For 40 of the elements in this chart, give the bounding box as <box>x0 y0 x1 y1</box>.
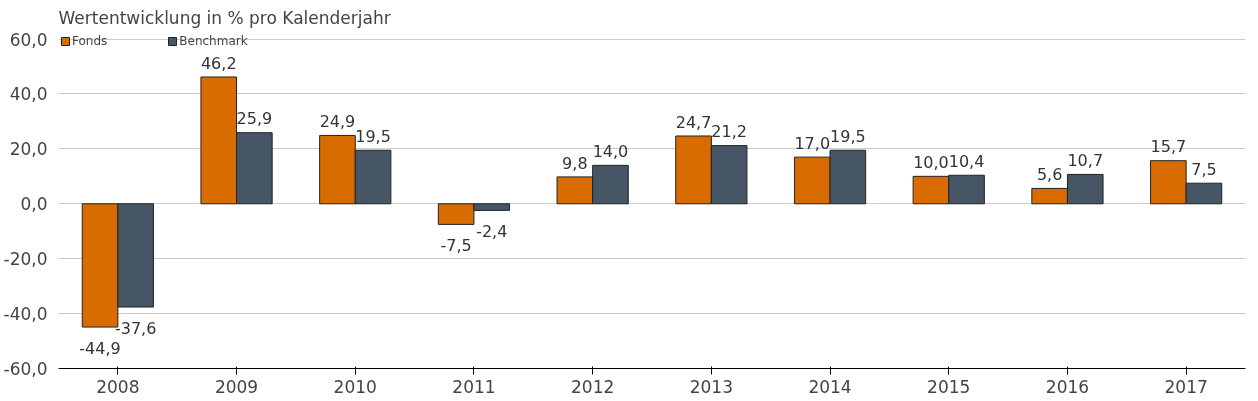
legend-label: Benchmark <box>179 34 248 48</box>
data-label: 24,9 <box>319 112 356 132</box>
data-label: 9,8 <box>562 153 588 173</box>
data-label: -7,5 <box>440 236 472 256</box>
y-tick-label: 0,0 <box>20 194 48 215</box>
x-tick-label: 2017 <box>1164 376 1208 397</box>
x-tick-label: 2010 <box>333 376 377 397</box>
data-label: 10,0 <box>913 153 949 173</box>
data-label: -2,4 <box>476 222 508 242</box>
x-tick-label: 2016 <box>1045 376 1090 397</box>
y-tick-label: 20,0 <box>9 139 48 160</box>
data-label: 46,2 <box>200 53 237 73</box>
x-tick-label: 2015 <box>927 376 971 397</box>
data-label: 21,2 <box>711 122 747 142</box>
data-label: 25,9 <box>236 109 273 129</box>
data-label: 19,5 <box>355 127 391 147</box>
y-tick-label: -40,0 <box>3 304 48 325</box>
data-label: 5,6 <box>1036 165 1063 185</box>
data-label: 24,7 <box>675 112 712 132</box>
y-tick-label: 60,0 <box>9 29 48 50</box>
data-label: 7,5 <box>1191 159 1217 179</box>
y-tick-label: 40,0 <box>9 84 48 105</box>
data-label: 14,0 <box>592 142 629 162</box>
data-label: 10,4 <box>948 152 985 172</box>
x-tick-label: 2009 <box>214 376 259 397</box>
y-tick-label: -20,0 <box>3 249 48 270</box>
x-tick-label: 2011 <box>452 376 496 397</box>
data-label: 19,5 <box>830 127 866 147</box>
x-tick-label: 2012 <box>571 376 615 397</box>
data-label: 15,7 <box>1150 137 1187 157</box>
x-tick-label: 2013 <box>689 376 733 397</box>
chart-title: Wertentwicklung in % pro Kalenderjahr <box>58 7 391 28</box>
x-tick-label: 2014 <box>808 376 852 397</box>
data-label: -37,6 <box>114 318 157 338</box>
data-label: -44,9 <box>79 338 121 358</box>
x-tick-label: 2008 <box>96 376 140 397</box>
legend-label: Fonds <box>72 34 108 48</box>
y-tick-label: -60,0 <box>3 359 48 379</box>
data-label: 10,7 <box>1067 151 1104 171</box>
data-label: 17,0 <box>794 133 831 153</box>
